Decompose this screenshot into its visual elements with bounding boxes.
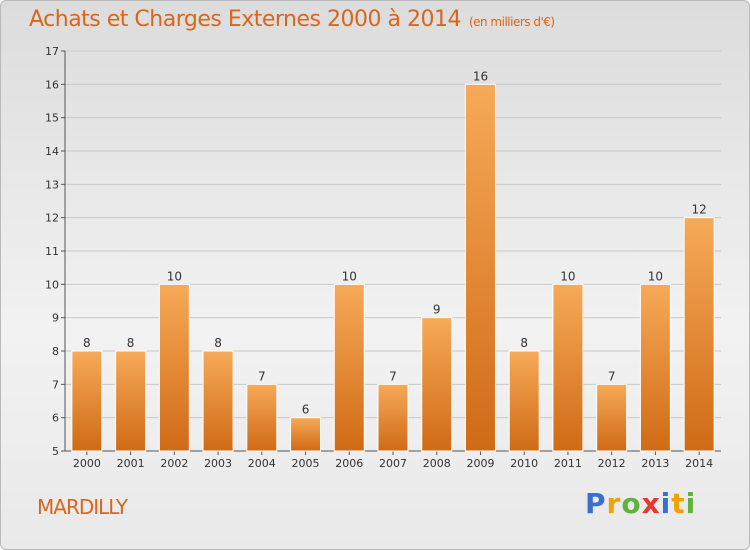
x-tick-label: 2001 xyxy=(117,457,145,470)
bar-value-label: 6 xyxy=(302,403,310,417)
y-tick-label: 15 xyxy=(45,112,59,125)
x-tick-label: 2007 xyxy=(379,457,407,470)
bar-value-label: 10 xyxy=(648,269,663,283)
bar-value-label: 10 xyxy=(167,269,182,283)
chart-title-text: Achats et Charges Externes 2000 à 2014 xyxy=(29,7,461,32)
x-tick-label: 2004 xyxy=(248,457,276,470)
x-tick-label: 2006 xyxy=(335,457,363,470)
bar xyxy=(596,383,628,452)
y-tick-label: 7 xyxy=(52,378,59,391)
bar-value-label: 16 xyxy=(473,69,488,83)
bar xyxy=(115,350,147,452)
y-tick-label: 16 xyxy=(45,78,59,91)
axes: 5 6 7 8 9 10 11 12 13 14 15 16 17 2000 2001 2002 2003 200… xyxy=(45,45,721,470)
y-tick-label: 17 xyxy=(45,45,59,58)
bar-value-label: 12 xyxy=(691,203,706,217)
place-name: MARDILLY xyxy=(37,495,128,519)
bar-value-label: 7 xyxy=(608,369,616,383)
bar-value-label: 7 xyxy=(389,369,397,383)
y-tick-label: 9 xyxy=(52,312,59,325)
x-tick-label: 2013 xyxy=(641,457,669,470)
proxiti-logo[interactable]: Proxiti xyxy=(585,487,696,520)
bar-value-label: 8 xyxy=(520,336,528,350)
y-tick-label: 12 xyxy=(45,212,59,225)
bar xyxy=(464,83,496,452)
labels: 8 8 10 8 7 6 10 7 9 16 8 10 7 10 12 xyxy=(83,69,707,416)
x-tick-label: 2008 xyxy=(423,457,451,470)
bar-value-label: 7 xyxy=(258,369,266,383)
logo-letter: x xyxy=(641,487,661,520)
bar xyxy=(71,350,103,452)
bar xyxy=(290,417,322,452)
y-tick-label: 8 xyxy=(52,345,59,358)
logo-letter: t xyxy=(671,487,686,520)
bar xyxy=(683,217,715,452)
y-tick-label: 10 xyxy=(45,278,59,291)
bar xyxy=(202,350,234,452)
y-tick-label: 6 xyxy=(52,412,59,425)
bar xyxy=(508,350,540,452)
bar xyxy=(552,283,584,452)
logo-letter: i xyxy=(660,487,672,520)
chart-unit: (en milliers d'€) xyxy=(468,15,555,29)
y-tick-label: 14 xyxy=(45,145,59,158)
bar-value-label: 10 xyxy=(342,269,357,283)
y-tick-label: 13 xyxy=(45,178,59,191)
bar xyxy=(377,383,409,452)
logo-letter: o xyxy=(621,487,642,520)
bar-value-label: 8 xyxy=(214,336,222,350)
chart-title: Achats et Charges Externes 2000 à 2014 (e… xyxy=(29,7,555,32)
x-tick-label: 2005 xyxy=(292,457,320,470)
x-tick-label: 2014 xyxy=(685,457,713,470)
x-tick-label: 2003 xyxy=(204,457,232,470)
logo-letter: P xyxy=(585,487,607,520)
bar xyxy=(158,283,190,452)
y-tick-label: 11 xyxy=(45,245,59,258)
x-tick-label: 2009 xyxy=(466,457,494,470)
bar xyxy=(333,283,365,452)
bar xyxy=(639,283,671,452)
bar-value-label: 8 xyxy=(127,336,135,350)
bar-value-label: 9 xyxy=(433,303,441,317)
bars xyxy=(71,83,715,452)
x-tick-label: 2012 xyxy=(598,457,626,470)
bar-value-label: 10 xyxy=(560,269,575,283)
logo-letter: i xyxy=(685,487,697,520)
bar xyxy=(421,317,453,452)
x-tick-label: 2000 xyxy=(73,457,101,470)
y-tick-label: 5 xyxy=(52,445,59,458)
x-tick-label: 2002 xyxy=(160,457,188,470)
x-tick-label: 2010 xyxy=(510,457,538,470)
bar-value-label: 8 xyxy=(83,336,91,350)
x-tick-label: 2011 xyxy=(554,457,582,470)
logo-letter: r xyxy=(606,487,622,520)
bar xyxy=(246,383,278,452)
